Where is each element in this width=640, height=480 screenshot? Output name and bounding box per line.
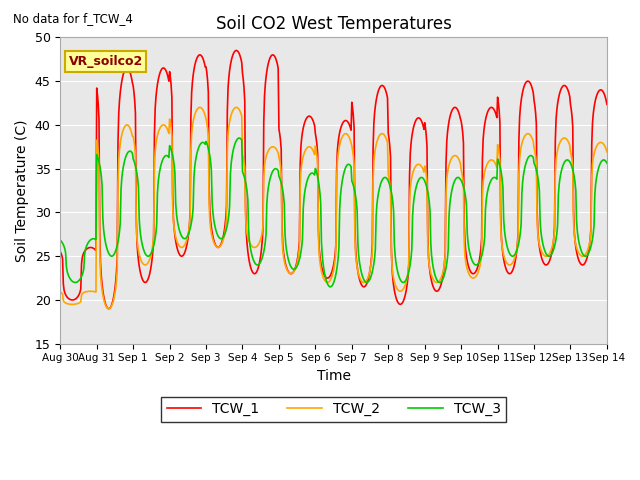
Text: VR_soilco2: VR_soilco2: [68, 55, 143, 68]
TCW_3: [327, 284, 335, 290]
TCW_1: [603, 102, 611, 108]
TCW_1: [327, 272, 335, 278]
TCW_3: [177, 230, 184, 236]
X-axis label: Time: Time: [317, 369, 351, 383]
Line: TCW_3: TCW_3: [60, 138, 607, 287]
TCW_3: [554, 192, 562, 198]
Title: Soil CO2 West Temperatures: Soil CO2 West Temperatures: [216, 15, 452, 33]
TCW_3: [603, 160, 611, 166]
TCW_3: [326, 284, 333, 289]
TCW_2: [56, 289, 64, 295]
TCW_3: [434, 278, 442, 284]
Y-axis label: Soil Temperature (C): Soil Temperature (C): [15, 120, 29, 262]
TCW_3: [200, 140, 207, 145]
TCW_2: [177, 244, 185, 250]
TCW_1: [232, 48, 240, 53]
TCW_2: [196, 105, 204, 110]
TCW_2: [105, 306, 113, 312]
Line: TCW_2: TCW_2: [60, 108, 607, 309]
TCW_3: [236, 135, 243, 141]
TCW_2: [603, 149, 611, 155]
TCW_2: [554, 144, 562, 150]
TCW_2: [434, 279, 442, 285]
TCW_2: [380, 132, 388, 137]
TCW_1: [201, 61, 209, 67]
TCW_1: [554, 96, 562, 102]
TCW_1: [56, 249, 64, 255]
TCW_1: [105, 306, 113, 312]
TCW_2: [327, 277, 335, 283]
TCW_3: [56, 237, 64, 243]
Text: No data for f_TCW_4: No data for f_TCW_4: [13, 12, 132, 25]
TCW_1: [380, 84, 388, 89]
TCW_1: [434, 288, 442, 294]
TCW_1: [177, 253, 185, 259]
TCW_2: [202, 113, 209, 119]
Legend: TCW_1, TCW_2, TCW_3: TCW_1, TCW_2, TCW_3: [161, 396, 506, 422]
Line: TCW_1: TCW_1: [60, 50, 607, 309]
TCW_3: [380, 175, 388, 181]
